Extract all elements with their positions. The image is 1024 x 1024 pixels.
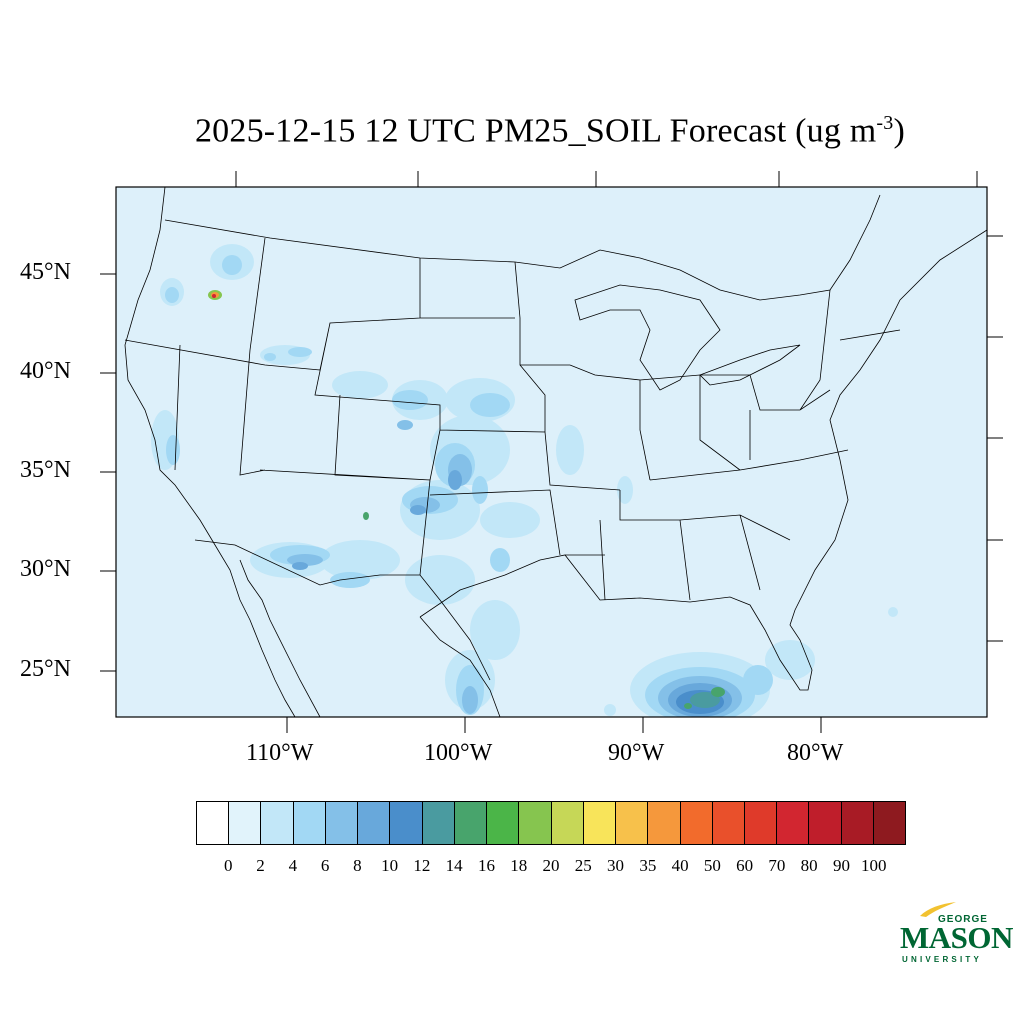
page-title: 2025-12-15 12 UTC PM25_SOIL Forecast (ug… (0, 112, 1024, 150)
colorbar-cell (454, 802, 488, 844)
lon-label-80w: 80°W (787, 740, 844, 766)
colorbar-cell (325, 802, 359, 844)
colorbar-cell (422, 802, 455, 844)
colorbar-tick-label: 70 (768, 856, 786, 875)
map-background (116, 187, 987, 717)
lon-label-110w: 110°W (246, 740, 314, 766)
colorbar-tick-label: 16 (477, 856, 495, 875)
colorbar-tick-label: 25 (574, 856, 592, 875)
colorbar-tick-label: 6 (320, 856, 330, 875)
colorbar-cell (873, 802, 906, 844)
lat-label-40n: 40°N (20, 358, 71, 384)
colorbar-cell (583, 802, 617, 844)
colorbar-cell (616, 802, 649, 844)
level-12-14-patches (690, 692, 720, 708)
colorbar-tick-label: 12 (413, 856, 431, 875)
colorbar-tick-label: 0 (224, 856, 233, 875)
title-text: 2025-12-15 12 UTC PM25_SOIL Forecast (ug… (194, 112, 877, 150)
colorbar-tick-label: 18 (510, 856, 528, 875)
colorbar-labels: 0 2 4 6 8 10 12 14 16 18 20 25 30 35 40 50 60 70 80 90 100 (196, 856, 906, 880)
colorbar-tick-label: 35 (639, 856, 657, 875)
baja-outline (239, 559, 321, 717)
map-boundaries (124, 187, 987, 717)
colorbar-cell (229, 802, 262, 844)
lon-label-90w: 90°W (608, 740, 665, 766)
west-coast-outline (124, 187, 296, 717)
map-ticks (100, 171, 1003, 733)
colorbar-tick-label: 90 (832, 856, 850, 875)
logo-george-text: GEORGE (938, 914, 988, 925)
colorbar-tick-label: 100 (860, 856, 887, 875)
us-canada-border (164, 194, 881, 301)
colorbar-tick-label: 40 (671, 856, 689, 875)
level-14-16-patches (363, 512, 725, 709)
colorbar-cell (841, 802, 874, 844)
colorbar-cell (680, 802, 713, 844)
colorbar-cell (551, 802, 584, 844)
pm25-concentration-field (151, 244, 898, 717)
colorbar-cell (261, 802, 294, 844)
lat-label-45n: 45°N (20, 259, 71, 285)
colorbar-tick-label: 4 (288, 856, 298, 875)
colorbar-tick-label: 60 (736, 856, 754, 875)
colorbar-tick-label: 20 (542, 856, 560, 875)
colorbar-cell (197, 802, 230, 844)
gulf-coast-outline (419, 229, 987, 717)
map-frame (115, 186, 988, 718)
colorbar-cell (809, 802, 842, 844)
logo-flame-icon (920, 902, 956, 917)
state-lines (124, 237, 901, 601)
lon-label-100w: 100°W (424, 740, 493, 766)
great-lakes-outline (574, 284, 801, 391)
colorbar-cell (712, 802, 745, 844)
title-unit-exponent: -3 (876, 112, 894, 134)
colorbar-cell (519, 802, 552, 844)
colorbar-tick-label: 50 (703, 856, 721, 875)
colorbar-tick-label: 30 (607, 856, 625, 875)
colorbar-tick-label: 10 (381, 856, 399, 875)
colorbar-cell (358, 802, 391, 844)
us-mexico-border (194, 539, 491, 681)
george-mason-logo: GEORGE MASON UNIVERSITY (898, 900, 1013, 970)
colorbar-tick-label: 8 (353, 856, 362, 875)
colorbar (196, 801, 906, 845)
colorbar-cell (777, 802, 810, 844)
logo-mason-text: MASON (900, 920, 1013, 955)
colorbar-cell (293, 802, 326, 844)
logo-university-text: UNIVERSITY (902, 955, 983, 964)
colorbar-tick-label: 80 (800, 856, 818, 875)
lat-label-30n: 30°N (20, 556, 71, 582)
colorbar-cell (487, 802, 520, 844)
colorbar-cell (648, 802, 681, 844)
title-close-paren: ) (893, 112, 906, 150)
colorbar-tick-label: 14 (445, 856, 463, 875)
lat-label-25n: 25°N (20, 656, 71, 682)
colorbar-cell (744, 802, 778, 844)
hotspot-oregon (208, 290, 222, 300)
colorbar-tick-label: 2 (256, 856, 265, 875)
lat-label-35n: 35°N (20, 457, 71, 483)
colorbar-cell (390, 802, 423, 844)
